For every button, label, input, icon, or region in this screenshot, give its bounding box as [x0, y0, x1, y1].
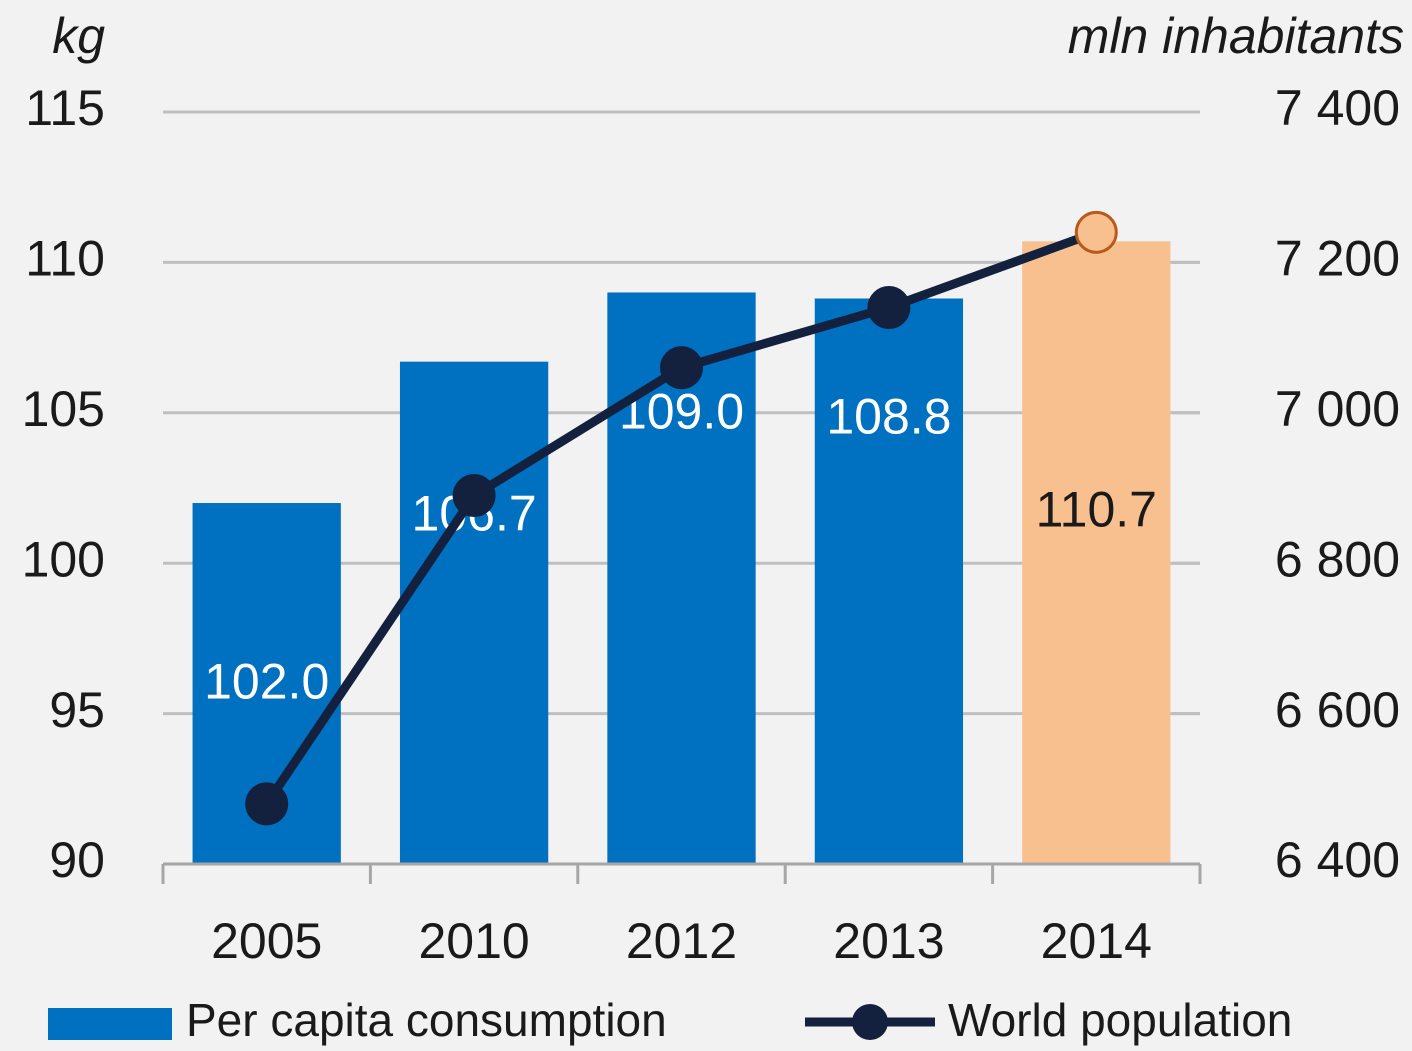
legend-swatch — [48, 1008, 172, 1040]
line-marker — [452, 474, 496, 518]
line-marker — [245, 782, 289, 826]
legend-label: World population — [948, 994, 1292, 1046]
bar — [399, 361, 549, 864]
y-tick-label: 110 — [25, 231, 105, 287]
y-tick-label: 90 — [49, 832, 105, 888]
data-label: 110.7 — [1036, 482, 1157, 538]
y2-tick-label: 7 000 — [1275, 381, 1400, 437]
y-axis-title: kg — [52, 8, 105, 64]
bar — [814, 298, 964, 865]
x-tick-label: 2013 — [833, 913, 944, 969]
legend-label: Per capita consumption — [186, 994, 667, 1046]
x-tick-label: 2010 — [418, 913, 529, 969]
legend-marker — [852, 1004, 888, 1040]
y2-tick-label: 6 600 — [1275, 682, 1400, 738]
y-tick-label: 95 — [49, 682, 105, 738]
line-marker — [867, 286, 911, 330]
y-tick-label: 105 — [22, 381, 105, 437]
x-tick-label: 2014 — [1041, 913, 1152, 969]
y2-tick-label: 6 400 — [1275, 832, 1400, 888]
y2-axis-title: mln inhabitants — [1068, 8, 1404, 64]
y-tick-label: 115 — [25, 80, 105, 136]
bar — [1022, 241, 1171, 864]
line-marker — [660, 346, 703, 390]
data-label: 108.8 — [826, 388, 951, 444]
y-tick-label: 100 — [22, 531, 105, 587]
y2-tick-label: 7 400 — [1275, 80, 1400, 136]
x-tick-label: 2005 — [211, 913, 322, 969]
data-label: 102.0 — [204, 654, 329, 710]
x-tick-label: 2012 — [626, 913, 737, 969]
y2-tick-label: 6 800 — [1275, 531, 1400, 587]
line-marker — [1074, 210, 1118, 254]
y2-tick-label: 7 200 — [1275, 231, 1400, 287]
